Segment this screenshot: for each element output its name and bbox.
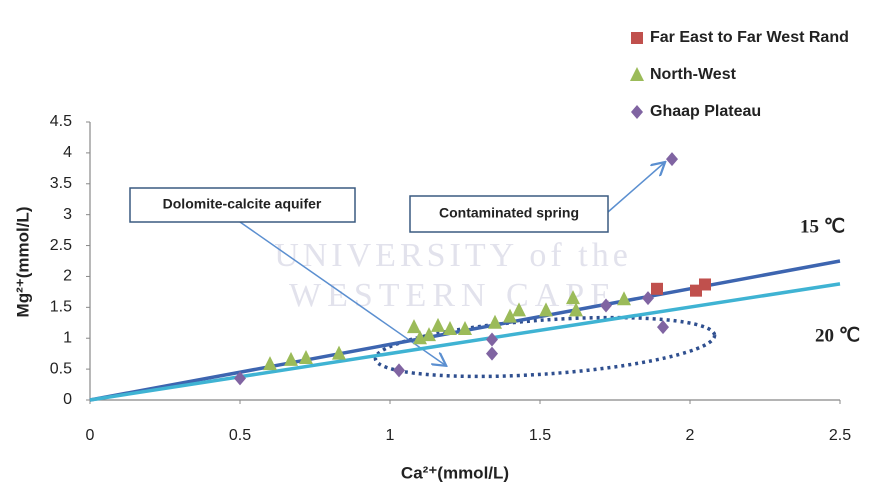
y-tick-label: 2.5 bbox=[50, 237, 72, 254]
point bbox=[486, 332, 498, 347]
legend-label: Ghaap Plateau bbox=[650, 103, 761, 120]
point bbox=[617, 291, 631, 306]
point bbox=[699, 278, 711, 291]
point bbox=[263, 356, 277, 371]
y-tick-label: 2 bbox=[63, 268, 72, 285]
arrow bbox=[607, 163, 664, 213]
point bbox=[407, 319, 421, 334]
legend-label: North-West bbox=[650, 66, 737, 83]
point bbox=[431, 317, 445, 332]
point bbox=[651, 282, 663, 295]
annotation-box bbox=[409, 195, 609, 233]
point bbox=[539, 302, 553, 317]
point bbox=[422, 327, 436, 342]
point bbox=[503, 308, 517, 323]
point bbox=[284, 351, 298, 366]
point bbox=[642, 291, 654, 306]
y-tick-label: 4 bbox=[63, 144, 72, 161]
y-tick-label: 0.5 bbox=[50, 360, 72, 377]
legend-label: Far East to Far West Rand bbox=[650, 29, 849, 46]
x-tick-label: 1.5 bbox=[529, 427, 551, 444]
point bbox=[569, 302, 583, 317]
point bbox=[443, 320, 457, 335]
x-tick-label: 0 bbox=[86, 427, 95, 444]
x-tick-label: 2.5 bbox=[829, 427, 851, 444]
reference-line bbox=[89, 282, 841, 402]
point bbox=[512, 302, 526, 317]
point bbox=[657, 320, 669, 335]
y-tick-label: 3 bbox=[63, 206, 72, 223]
line-label: 15 ℃ bbox=[800, 216, 845, 237]
legend-marker bbox=[631, 32, 643, 44]
point bbox=[332, 345, 346, 360]
point bbox=[486, 346, 498, 361]
legend-marker bbox=[631, 105, 643, 119]
legend-marker bbox=[630, 67, 644, 81]
cluster-ellipse bbox=[373, 315, 717, 379]
y-tick-label: 1 bbox=[63, 329, 72, 346]
x-tick-label: 0.5 bbox=[229, 427, 251, 444]
annotation: Dolomite-calcite aquifer bbox=[163, 196, 322, 212]
point bbox=[393, 363, 405, 378]
point bbox=[600, 298, 612, 313]
y-tick-label: 1.5 bbox=[50, 299, 72, 316]
watermark: WESTERN CAPE bbox=[289, 277, 617, 314]
annotation: Contaminated spring bbox=[439, 205, 579, 221]
point bbox=[488, 314, 502, 329]
y-tick-label: 3.5 bbox=[50, 175, 72, 192]
point bbox=[458, 320, 472, 335]
watermark: UNIVERSITY of the bbox=[274, 237, 632, 274]
annotation-box bbox=[129, 187, 356, 223]
x-tick-label: 2 bbox=[686, 427, 695, 444]
point bbox=[566, 290, 580, 305]
x-tick-label: 1 bbox=[386, 427, 395, 444]
x-axis-label: Ca²⁺(mmol/L) bbox=[401, 463, 509, 482]
point bbox=[234, 371, 246, 386]
point bbox=[299, 349, 313, 364]
y-tick-label: 0 bbox=[63, 391, 72, 408]
point bbox=[666, 152, 678, 167]
y-axis-label: Mg²⁺(mmol/L) bbox=[13, 207, 32, 318]
y-tick-label: 4.5 bbox=[50, 113, 72, 130]
line-label: 20 ℃ bbox=[815, 325, 860, 346]
